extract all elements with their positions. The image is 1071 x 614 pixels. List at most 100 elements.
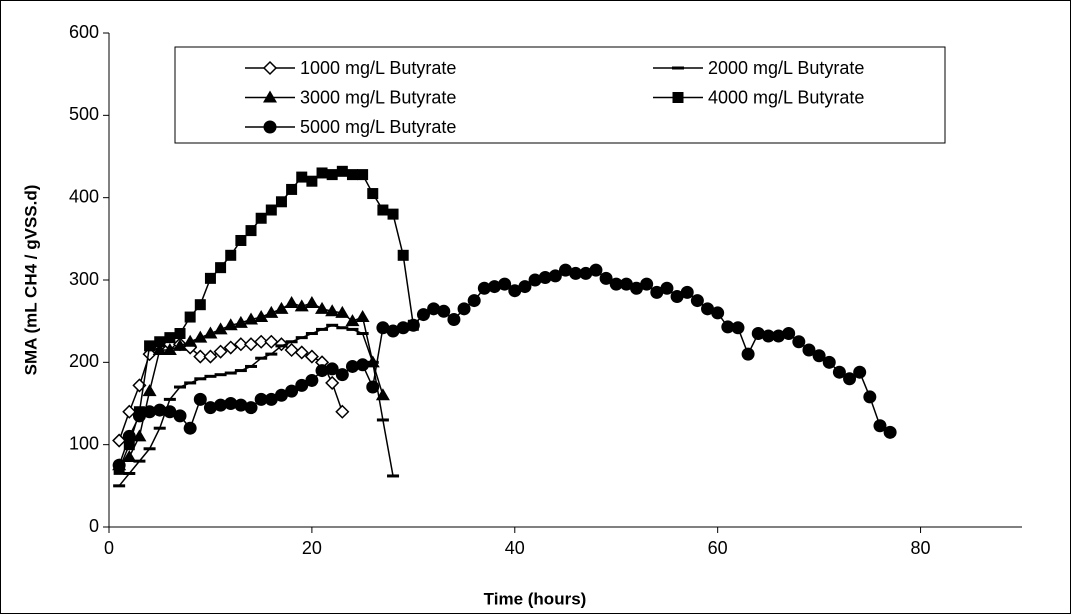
marker <box>377 204 389 216</box>
marker <box>214 398 228 412</box>
legend-label: 2000 mg/L Butyrate <box>708 58 864 78</box>
marker <box>335 305 350 318</box>
marker <box>153 426 166 430</box>
marker <box>387 208 399 220</box>
marker <box>163 405 177 419</box>
marker <box>559 263 572 277</box>
marker <box>630 281 644 295</box>
marker <box>193 392 207 406</box>
marker <box>265 204 277 216</box>
marker <box>396 321 410 335</box>
marker <box>203 349 218 364</box>
marker <box>274 301 289 314</box>
marker <box>294 299 309 312</box>
marker <box>375 388 390 401</box>
x-tick-label: 0 <box>104 538 114 558</box>
marker <box>579 266 593 280</box>
marker <box>325 362 339 376</box>
marker <box>498 277 512 291</box>
marker <box>345 314 360 327</box>
marker <box>326 169 338 181</box>
marker <box>112 458 126 472</box>
legend-label: 4000 mg/L Butyrate <box>708 87 864 107</box>
marker <box>203 326 218 339</box>
marker <box>285 340 298 344</box>
y-tick-label: 400 <box>69 186 99 206</box>
marker <box>142 384 157 397</box>
marker <box>346 327 359 331</box>
legend-marker <box>263 120 277 134</box>
legend-marker <box>672 92 684 103</box>
y-tick-label: 600 <box>69 22 99 42</box>
marker <box>782 327 796 341</box>
marker <box>224 371 237 375</box>
marker <box>518 280 532 294</box>
marker <box>144 340 156 352</box>
marker <box>204 272 216 284</box>
marker <box>650 285 664 299</box>
marker <box>183 334 198 347</box>
marker <box>234 369 247 373</box>
marker <box>761 329 775 343</box>
marker <box>173 338 188 351</box>
marker <box>873 419 887 433</box>
x-axis-label: Time (hours) <box>484 589 587 608</box>
marker <box>193 349 208 364</box>
marker <box>203 401 217 415</box>
marker <box>265 352 278 356</box>
marker <box>751 327 765 341</box>
marker <box>609 277 623 291</box>
marker <box>245 225 257 237</box>
marker <box>164 332 176 344</box>
legend-label: 3000 mg/L Butyrate <box>300 87 456 107</box>
marker <box>832 365 846 379</box>
marker <box>214 373 227 377</box>
marker <box>326 323 339 327</box>
marker <box>254 334 269 349</box>
marker <box>416 308 430 322</box>
marker <box>284 296 299 309</box>
marker <box>173 409 187 423</box>
marker <box>355 310 370 323</box>
marker <box>397 249 409 261</box>
x-tick-label: 20 <box>302 538 322 558</box>
marker <box>223 340 238 355</box>
marker <box>376 418 389 422</box>
marker <box>244 401 258 415</box>
marker <box>345 359 359 373</box>
marker <box>538 271 552 285</box>
marker <box>306 175 318 187</box>
marker <box>437 304 451 318</box>
marker <box>812 349 826 363</box>
marker <box>285 384 299 398</box>
marker <box>294 345 309 360</box>
marker <box>215 262 227 274</box>
marker <box>741 347 755 361</box>
marker <box>690 294 704 308</box>
marker <box>589 263 603 277</box>
y-tick-label: 0 <box>89 516 99 536</box>
marker <box>153 403 167 417</box>
marker <box>254 310 269 323</box>
marker <box>234 398 248 412</box>
legend-box <box>174 46 946 144</box>
marker <box>467 294 481 308</box>
x-tick-label: 40 <box>505 538 525 558</box>
marker <box>235 234 247 246</box>
marker <box>336 165 348 177</box>
marker <box>670 289 684 303</box>
marker <box>356 332 369 336</box>
marker <box>274 388 288 402</box>
marker <box>367 188 379 200</box>
marker <box>174 328 186 340</box>
marker <box>154 336 166 348</box>
marker <box>275 196 287 208</box>
marker <box>194 377 207 381</box>
marker <box>792 335 806 349</box>
marker <box>255 356 268 360</box>
marker <box>184 381 197 385</box>
marker <box>113 484 126 488</box>
marker <box>599 271 613 285</box>
marker <box>132 429 147 442</box>
